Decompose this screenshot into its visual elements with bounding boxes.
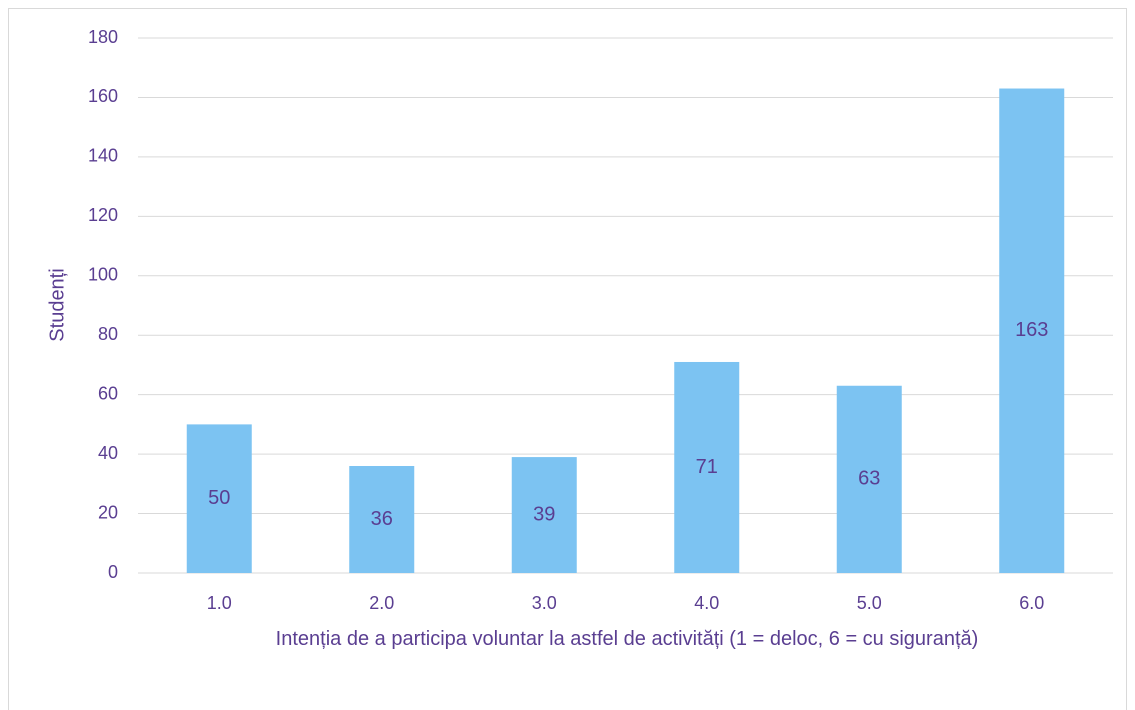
chart-frame <box>8 8 1127 710</box>
data-label: 50 <box>208 487 230 509</box>
data-label: 71 <box>696 456 718 478</box>
data-label: 39 <box>533 503 555 525</box>
data-label: 63 <box>858 468 880 490</box>
data-label: 163 <box>1015 319 1048 341</box>
bar <box>349 466 415 573</box>
x-tick-label: 5.0 <box>857 593 882 613</box>
y-tick-label: 20 <box>98 502 118 522</box>
y-tick-label: 120 <box>88 205 118 225</box>
bar <box>674 361 740 573</box>
data-label: 36 <box>371 508 393 530</box>
y-tick-label: 40 <box>98 443 118 463</box>
y-tick-label: 60 <box>98 383 118 403</box>
y-tick-label: 160 <box>88 86 118 106</box>
bar <box>511 457 577 573</box>
x-tick-label: 6.0 <box>1019 593 1044 613</box>
bar <box>999 88 1065 574</box>
x-axis-title: Intenția de a participa voluntar la astf… <box>275 628 979 650</box>
x-tick-label: 4.0 <box>694 593 719 613</box>
y-tick-label: 140 <box>88 146 118 166</box>
y-tick-label: 80 <box>98 324 118 344</box>
bar <box>186 424 252 573</box>
x-tick-label: 1.0 <box>207 593 232 613</box>
x-tick-label: 3.0 <box>532 593 557 613</box>
y-tick-label: 180 <box>88 27 118 47</box>
x-tick-label: 2.0 <box>369 593 394 613</box>
y-tick-label: 0 <box>108 562 118 582</box>
y-axis-title: Studenți <box>46 268 68 341</box>
y-tick-label: 100 <box>88 265 118 285</box>
bar <box>836 385 902 573</box>
